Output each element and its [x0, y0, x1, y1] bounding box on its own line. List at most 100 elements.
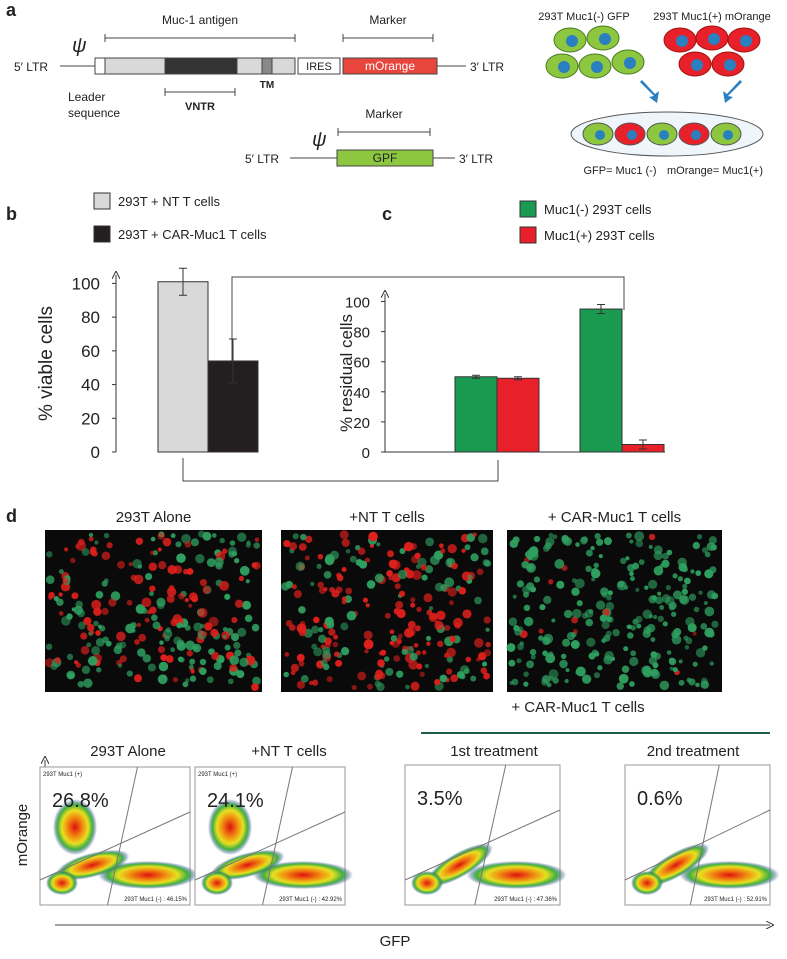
cell-dot [364, 649, 369, 654]
cell-dot [311, 643, 318, 650]
cell-dot [669, 666, 674, 671]
cell-dot [150, 550, 155, 555]
cell-dot [77, 681, 85, 688]
construct-2: 5′ LTR ψ GPF 3′ LTR Marker [245, 107, 493, 167]
cell-dot [229, 540, 236, 546]
cell-dot [543, 595, 552, 605]
cell-dot [389, 640, 395, 646]
cell-dot [191, 595, 199, 603]
cell-dot [136, 622, 141, 627]
cell-dot [384, 612, 391, 619]
cell-dot [659, 605, 665, 610]
cell-dot [374, 680, 381, 687]
cell-dot [607, 590, 613, 596]
y-tick-label: 60 [353, 355, 370, 372]
cell-dot [195, 554, 205, 564]
comparison-bracket [182, 458, 499, 482]
cell-dot [166, 587, 177, 597]
cell-dot [160, 654, 168, 662]
cell-dot [311, 625, 320, 634]
cell-dot [630, 625, 636, 631]
cell-dot [470, 553, 479, 562]
cell-dot [75, 662, 82, 668]
cell-dot [447, 543, 457, 554]
cell-dot [150, 536, 156, 542]
cell-dot [88, 532, 94, 538]
label: Leader [68, 90, 105, 104]
density [55, 849, 130, 881]
cell-dot [672, 573, 678, 579]
cell-dot [336, 574, 344, 582]
cell-dot [603, 537, 612, 546]
cell-dot [170, 647, 176, 653]
cell-dot [711, 620, 719, 628]
cell-dot [563, 609, 573, 619]
cell-dot [219, 580, 230, 591]
cell-dot [213, 662, 222, 671]
cell-dot [95, 590, 104, 599]
cell-dot [245, 542, 251, 548]
cell-dot [571, 578, 577, 583]
cell-dot [93, 620, 99, 627]
ltr: 5′ LTR [245, 152, 279, 166]
cell-dot [298, 660, 305, 667]
cell-dot [162, 537, 172, 547]
cell-dot [81, 548, 90, 556]
cell-dot [620, 557, 627, 565]
cell-dot [598, 554, 603, 559]
cell-dot [80, 632, 88, 640]
cell-dot [698, 590, 703, 595]
legend-swatch [93, 225, 111, 243]
cell-dot [648, 614, 653, 619]
y-tick-label: 60 [81, 342, 100, 361]
error-bar [229, 338, 237, 384]
cell-dot [368, 531, 378, 542]
cell-dot [58, 592, 63, 597]
label: TM [260, 80, 274, 91]
gate [474, 764, 507, 906]
cell-dot [189, 658, 196, 665]
cell-dot [77, 621, 86, 630]
cell-dot [152, 621, 161, 630]
cell-dot [708, 536, 717, 545]
y-tick-label: 80 [81, 308, 100, 327]
cell-dot [50, 663, 58, 670]
cell-dot [285, 580, 294, 589]
cell-dot [625, 532, 632, 539]
cell-dot [576, 600, 583, 607]
cell-dot [345, 548, 351, 554]
cell-dot [224, 644, 231, 651]
cell-dot [416, 663, 423, 670]
y-tick-label: 40 [81, 376, 100, 395]
cell-dot [470, 675, 477, 682]
cell-dot [421, 650, 427, 655]
cell-dot [547, 651, 554, 657]
panel-d: + CAR-Muc1 T cells mOrange GFP 293T Alon… [14, 509, 780, 950]
cell-dot [623, 646, 629, 652]
bracket [342, 34, 434, 42]
cell-dot [516, 658, 522, 664]
cell-dot [157, 601, 165, 610]
cell-dot [595, 538, 604, 546]
cell-dot [158, 561, 167, 570]
cell-dot [284, 652, 290, 657]
cell-dot [299, 620, 306, 627]
cell-dot [575, 542, 580, 547]
cell-dot [706, 542, 716, 551]
cell-dot [387, 550, 395, 558]
cell-dot [254, 537, 260, 543]
cell-dot [130, 574, 137, 581]
cell-dot [523, 681, 529, 687]
cell-dot [672, 667, 678, 673]
image-title: 293T Alone [116, 509, 192, 526]
cell-dot [509, 539, 519, 548]
cell-dot [419, 671, 425, 677]
cell-dot [591, 649, 599, 656]
construct-1: 5′ LTR ψ IRES mOrange 3′ LTR Muc-1 antig… [14, 13, 504, 120]
bracket [164, 88, 236, 96]
cell-dot [99, 625, 106, 632]
cell-dot [300, 533, 307, 541]
cell-dot [642, 629, 651, 639]
cell-dot [638, 559, 645, 565]
cell-dot [523, 616, 534, 627]
